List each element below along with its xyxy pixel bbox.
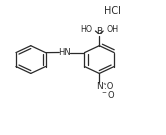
Text: N: N	[96, 82, 103, 91]
Text: HN: HN	[58, 48, 71, 57]
Text: $^+$: $^+$	[102, 82, 108, 87]
Text: OH: OH	[106, 25, 119, 34]
Text: HO: HO	[80, 25, 92, 34]
Text: $^-$O: $^-$O	[100, 89, 116, 100]
Text: :O: :O	[104, 82, 114, 91]
Text: B: B	[96, 27, 102, 36]
Text: HCl: HCl	[104, 6, 121, 16]
